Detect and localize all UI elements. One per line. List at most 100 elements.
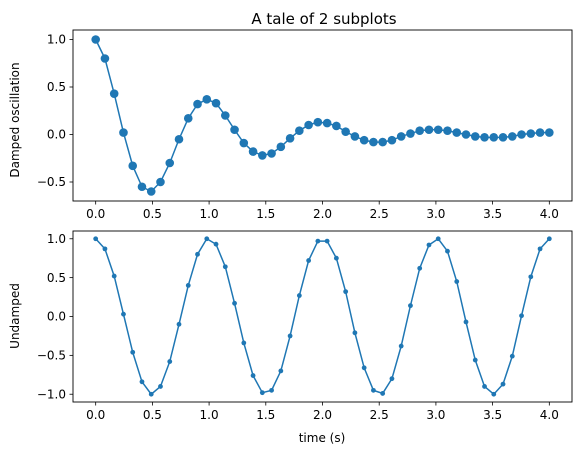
top-data-point <box>452 128 462 137</box>
top-data-point <box>313 117 323 127</box>
chart-title: A tale of 2 subplots <box>251 10 396 28</box>
bottom-data-point <box>519 313 524 319</box>
bottom-data-point <box>130 349 136 355</box>
top-data-point <box>443 126 452 135</box>
bottom-ytick-label: −0.5 <box>37 349 66 363</box>
bottom-data-point <box>93 236 99 242</box>
bottom-data-point <box>380 391 386 396</box>
top-data-point <box>406 129 415 138</box>
bottom-data-point <box>324 238 330 244</box>
bottom-data-point <box>167 359 173 364</box>
bottom-data-point <box>454 279 460 284</box>
top-xtick-label: 3.0 <box>426 207 445 221</box>
top-data-point <box>396 132 406 141</box>
top-data-point <box>304 120 313 130</box>
top-data-point <box>498 133 508 142</box>
bottom-xtick-label: 3.0 <box>426 408 445 422</box>
bottom-data-point <box>287 333 293 339</box>
top-xtick-label: 3.5 <box>483 207 502 221</box>
top-data-point <box>517 130 526 139</box>
bottom-data-point <box>500 381 506 387</box>
bottom-data-point <box>148 391 154 397</box>
top-data-point <box>332 121 341 131</box>
top-data-point <box>91 35 100 44</box>
bottom-data-point <box>546 236 552 242</box>
bottom-xtick-label: 1.5 <box>256 408 275 422</box>
bottom-data-point <box>306 258 312 263</box>
top-data-point <box>202 95 212 104</box>
top-data-point <box>258 151 267 160</box>
bottom-xtick-label: 2.0 <box>313 408 332 422</box>
top-xtick-label: 1.0 <box>200 207 219 221</box>
top-xtick-label: 1.5 <box>256 207 275 221</box>
bottom-ylabel: Undamped <box>8 283 22 349</box>
bottom-ytick-label: 1.0 <box>47 232 66 246</box>
bottom-data-point <box>408 303 413 309</box>
top-data-point <box>461 130 471 139</box>
bottom-data-point <box>426 242 432 248</box>
top-data-point <box>480 133 489 142</box>
bottom-data-point <box>463 319 469 325</box>
bottom-data-point <box>195 251 200 257</box>
top-data-point <box>378 137 387 147</box>
top-data-point <box>119 128 128 137</box>
bottom-data-point <box>352 330 358 336</box>
bottom-xtick-label: 2.5 <box>370 408 389 422</box>
top-data-point <box>470 132 480 141</box>
top-xtick-label: 4.0 <box>540 207 559 221</box>
bottom-data-point <box>398 343 404 349</box>
top-data-point <box>415 126 425 135</box>
top-data-point <box>369 137 378 147</box>
bottom-data-point <box>102 246 108 252</box>
bottom-data-point <box>435 236 441 242</box>
bottom-xtick-label: 0.0 <box>86 408 105 422</box>
bottom-data-point <box>315 238 321 244</box>
top-data-point <box>507 132 517 141</box>
top-ytick-label: 0.5 <box>47 80 66 94</box>
top-data-point <box>267 149 276 158</box>
top-ytick-label: 1.0 <box>47 33 66 47</box>
top-data-point <box>137 182 147 192</box>
top-data-point <box>100 54 110 63</box>
top-data-point <box>230 125 239 135</box>
bottom-data-point <box>269 387 274 393</box>
top-data-point <box>545 128 554 137</box>
bottom-data-point <box>213 241 219 247</box>
bottom-xtick-label: 4.0 <box>540 408 559 422</box>
top-xtick-label: 0.0 <box>86 207 105 221</box>
top-data-point <box>350 132 360 141</box>
bottom-data-point <box>139 379 145 385</box>
bottom-xtick-label: 1.0 <box>200 408 219 422</box>
top-data-point <box>285 134 295 143</box>
top-data-point <box>248 147 258 156</box>
bottom-ytick-label: −1.0 <box>37 387 66 401</box>
top-data-point <box>165 158 175 168</box>
bottom-data-point <box>204 236 210 242</box>
bottom-data-point <box>296 293 302 298</box>
bottom-data-point <box>417 265 423 271</box>
top-data-point <box>526 129 536 138</box>
bottom-data-point <box>278 368 284 374</box>
bottom-data-point <box>528 274 534 280</box>
top-data-point <box>128 161 138 171</box>
top-data-point <box>341 127 350 136</box>
bottom-plot-area <box>93 236 552 397</box>
top-data-point <box>221 111 230 120</box>
bottom-data-point <box>250 373 256 378</box>
bottom-ytick-label: 0.5 <box>47 271 66 285</box>
top-data-point <box>193 99 202 109</box>
top-data-point <box>174 134 184 144</box>
bottom-data-point <box>389 376 395 382</box>
top-data-point <box>535 128 545 137</box>
bottom-data-point <box>158 384 163 389</box>
top-ytick-label: 0.0 <box>47 128 66 142</box>
top-data-point <box>424 125 434 135</box>
bottom-data-point <box>509 353 515 359</box>
bottom-xlabel: time (s) <box>299 431 346 445</box>
top-data-point <box>239 138 249 148</box>
bottom-ytick-label: 0.0 <box>47 310 66 324</box>
top-xtick-label: 2.5 <box>370 207 389 221</box>
bottom-data-point <box>241 340 247 346</box>
top-axes-frame <box>72 29 573 202</box>
